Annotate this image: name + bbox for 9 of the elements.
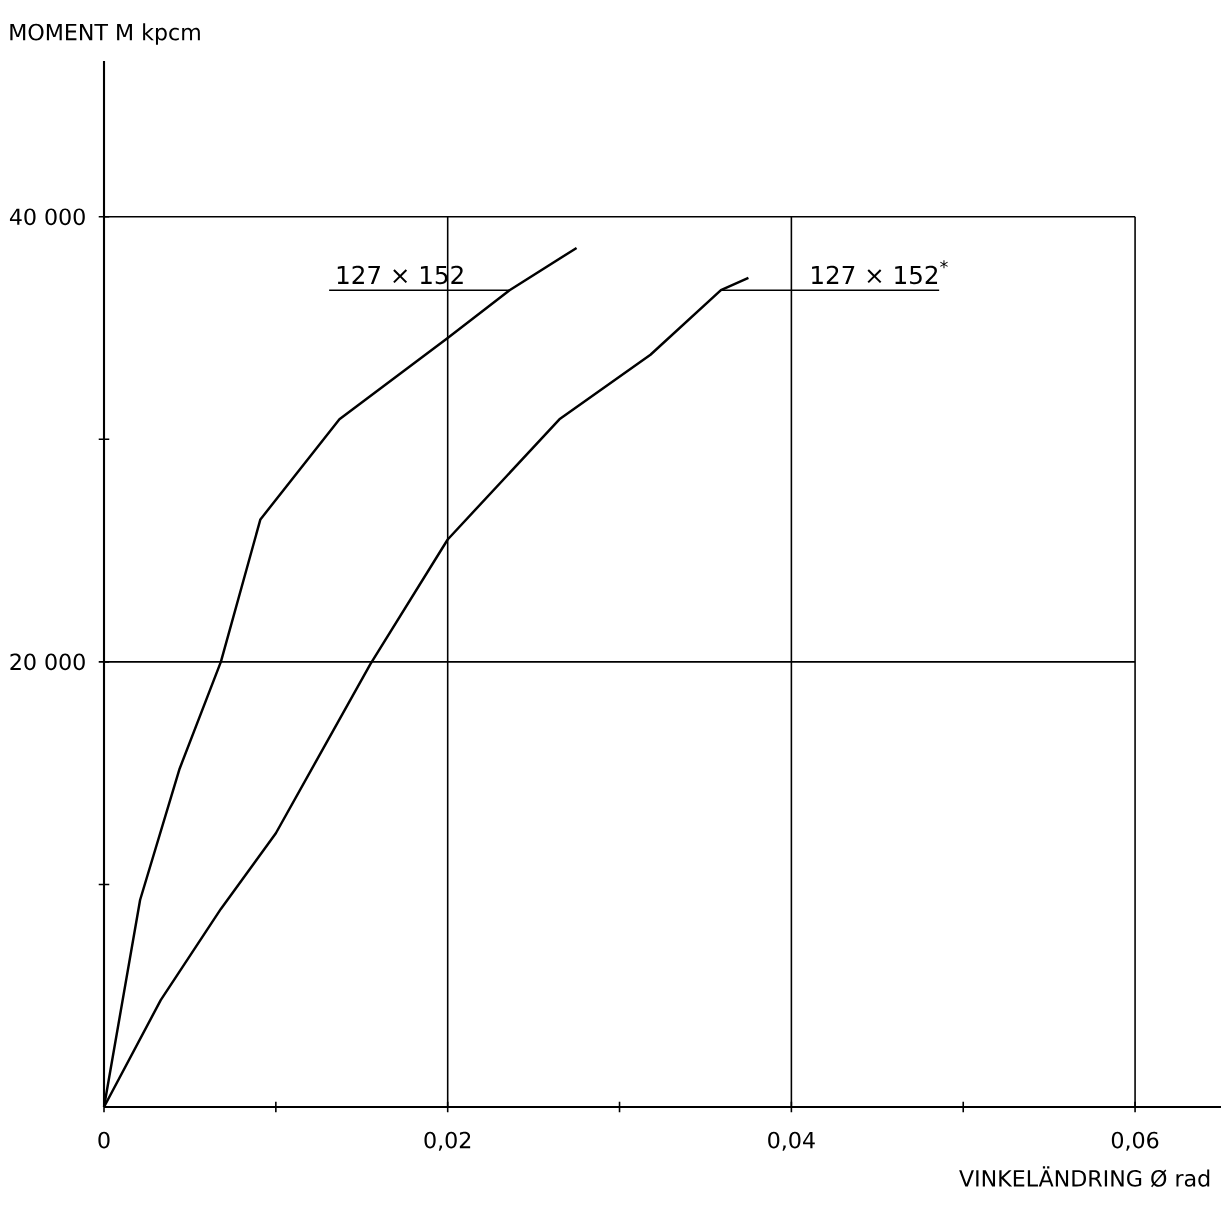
x-tick-label: 0,04 (768, 1131, 815, 1151)
y-axis-title: MOMENT M kpcm (10, 23, 200, 45)
x-axis-title: VINKELÄNDRING Ø rad (959, 1166, 1210, 1188)
y-tick-label: 20 000 (10, 653, 85, 671)
x-tick-label: 0,02 (424, 1131, 471, 1151)
x-tick-label: 0,06 (1111, 1131, 1159, 1151)
y-tick-label: 40 000 (9, 208, 85, 226)
x-tick-label: 0 (98, 1131, 110, 1149)
text: 127 × 152$^{*}$ (812, 260, 948, 285)
